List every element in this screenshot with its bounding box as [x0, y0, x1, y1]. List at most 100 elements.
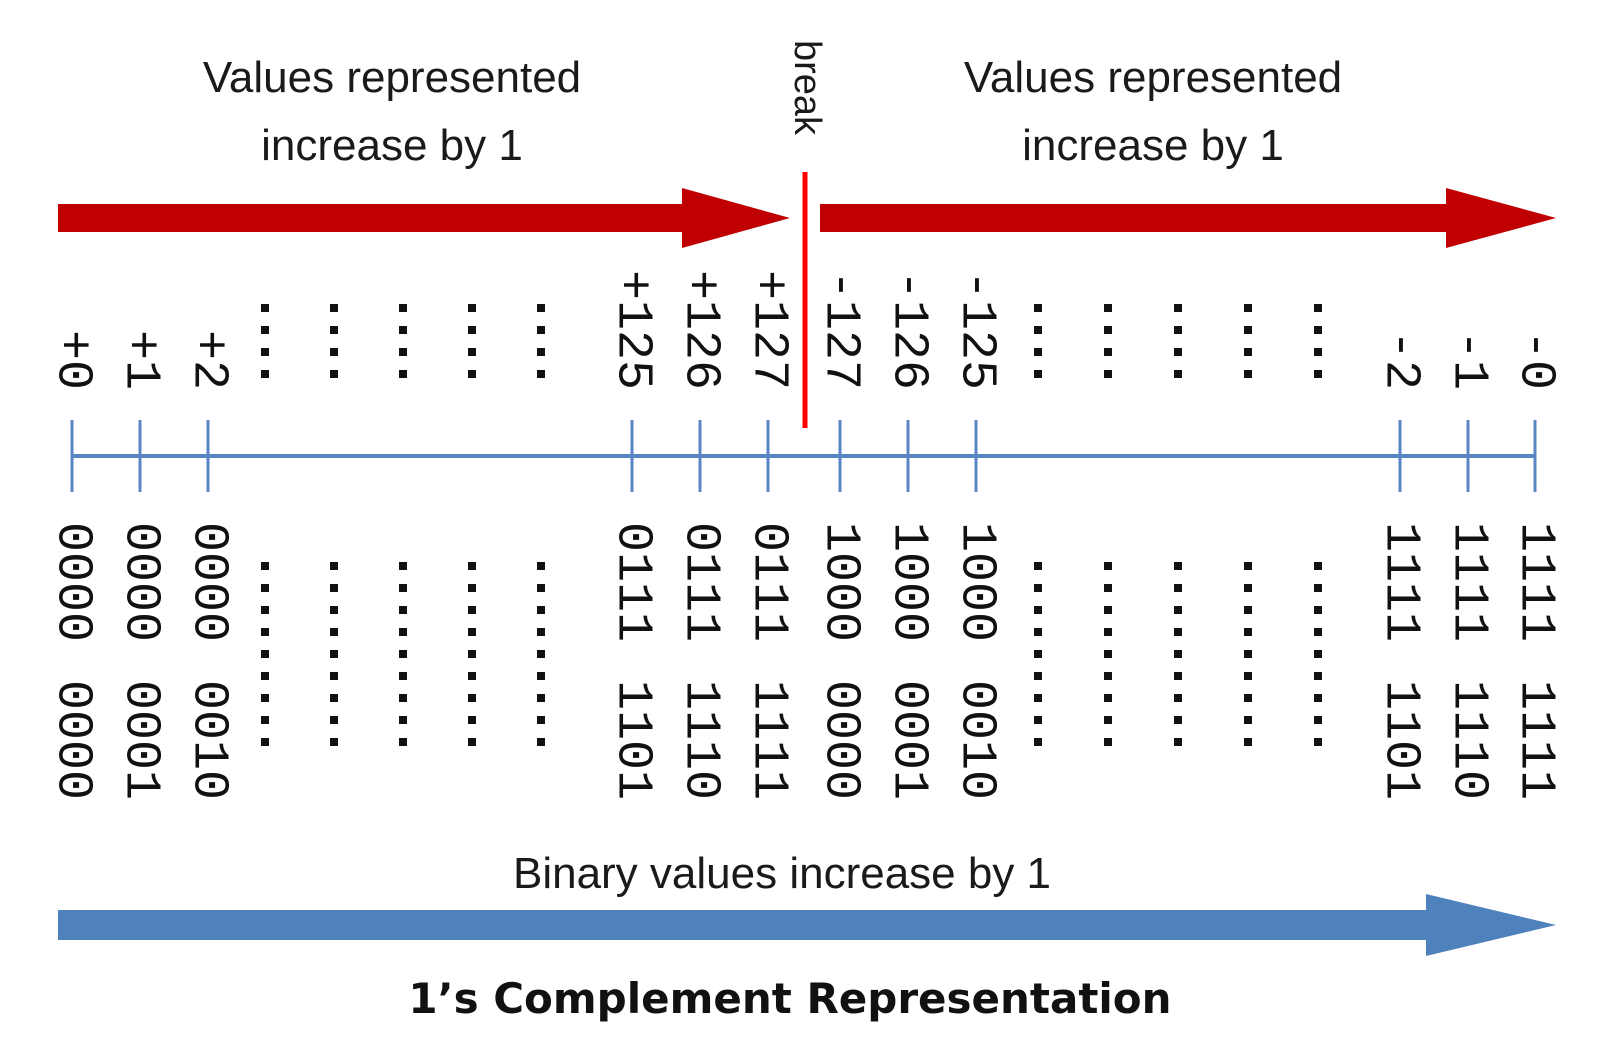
value-ellipsis — [1244, 304, 1252, 312]
binary-ellipsis — [468, 694, 476, 702]
binary-ellipsis — [1174, 562, 1182, 570]
binary-ellipsis — [537, 650, 545, 658]
value-ellipsis — [1314, 348, 1322, 356]
binary-low-nibble: 0001 — [880, 680, 937, 800]
value-ellipsis — [1104, 326, 1112, 334]
value-ellipsis — [1244, 326, 1252, 334]
decimal-value-label: -125 — [948, 270, 1005, 390]
decimal-value-labels: +0 +1 +2 +125 +126 +127 -127 -126 -125 -2 -1 -0 — [44, 270, 1564, 390]
number-line-ticks — [70, 420, 1537, 492]
decimal-value-label: -127 — [812, 270, 869, 390]
binary-ellipsis — [1174, 650, 1182, 658]
binary-ellipsis — [537, 672, 545, 680]
binary-ellipsis — [1244, 738, 1252, 746]
binary-ellipsis — [1314, 606, 1322, 614]
binary-ellipsis — [261, 716, 269, 724]
binary-ellipsis — [261, 606, 269, 614]
binary-ellipsis — [1174, 672, 1182, 680]
value-ellipsis — [1104, 370, 1112, 378]
binary-ellipsis — [1314, 716, 1322, 724]
binary-ellipsis — [468, 584, 476, 592]
binary-ellipsis — [468, 738, 476, 746]
value-ellipsis — [468, 348, 476, 356]
binary-ellipsis — [1034, 672, 1042, 680]
binary-ellipsis — [261, 584, 269, 592]
binary-value-labels: 0000000000000001000000100111110101111110… — [44, 522, 1564, 800]
binary-ellipsis — [1034, 694, 1042, 702]
value-ellipsis — [1244, 348, 1252, 356]
binary-ellipsis — [1314, 738, 1322, 746]
binary-ellipsis — [1104, 584, 1112, 592]
binary-ellipsis — [399, 650, 407, 658]
binary-high-nibble: 1000 — [812, 522, 869, 642]
value-ellipsis — [399, 304, 407, 312]
binary-ellipsis — [1034, 738, 1042, 746]
bottom-caption: Binary values increase by 1 — [513, 849, 1051, 898]
binary-ellipsis — [1314, 650, 1322, 658]
value-ellipsis — [330, 304, 338, 312]
break-label: break — [786, 40, 828, 136]
binary-ellipsis — [399, 606, 407, 614]
binary-ellipsis — [330, 650, 338, 658]
value-ellipsis — [1104, 304, 1112, 312]
binary-ellipsis — [399, 672, 407, 680]
binary-ellipsis — [1174, 716, 1182, 724]
binary-ellipsis — [468, 650, 476, 658]
binary-ellipsis — [399, 694, 407, 702]
binary-high-nibble: 1000 — [948, 522, 1005, 642]
binary-ellipsis — [537, 738, 545, 746]
value-ellipsis — [261, 370, 269, 378]
binary-ellipsis — [1104, 562, 1112, 570]
binary-high-nibble: 1111 — [1440, 522, 1497, 642]
binary-ellipsis — [1314, 628, 1322, 636]
value-ellipsis — [1104, 348, 1112, 356]
binary-ellipsis — [537, 606, 545, 614]
value-ellipsis — [399, 326, 407, 334]
binary-ellipsis — [1174, 606, 1182, 614]
value-ellipsis — [1314, 326, 1322, 334]
binary-ellipsis — [1104, 672, 1112, 680]
binary-ellipsis — [1244, 628, 1252, 636]
binary-ellipsis — [1314, 584, 1322, 592]
value-ellipsis — [468, 304, 476, 312]
binary-ellipsis — [1034, 584, 1042, 592]
binary-ellipsis — [399, 716, 407, 724]
decimal-value-label: +127 — [740, 270, 797, 390]
binary-ellipsis — [1034, 562, 1042, 570]
binary-ellipsis — [399, 628, 407, 636]
binary-low-nibble: 0000 — [812, 680, 869, 800]
binary-high-nibble: 0111 — [604, 522, 661, 642]
binary-low-nibble: 1110 — [1440, 680, 1497, 800]
top-arrow-right — [820, 188, 1556, 248]
binary-ellipsis — [399, 738, 407, 746]
binary-ellipsis — [1244, 606, 1252, 614]
value-ellipsis — [1314, 304, 1322, 312]
bottom-arrow — [58, 894, 1556, 956]
binary-ellipsis — [330, 628, 338, 636]
binary-ellipsis — [1034, 716, 1042, 724]
binary-high-nibble: 0000 — [112, 522, 169, 642]
value-ellipsis — [1244, 370, 1252, 378]
binary-ellipsis — [399, 562, 407, 570]
value-ellipsis — [1034, 370, 1042, 378]
binary-ellipsis — [1034, 628, 1042, 636]
binary-high-nibble: 0000 — [44, 522, 101, 642]
binary-ellipsis — [261, 738, 269, 746]
diagram-title: 1’s Complement Representation — [408, 974, 1171, 1023]
binary-low-nibble: 1111 — [1507, 680, 1564, 800]
binary-ellipsis — [1314, 672, 1322, 680]
binary-ellipsis — [537, 628, 545, 636]
binary-ellipsis — [537, 716, 545, 724]
value-ellipsis — [261, 326, 269, 334]
value-ellipsis — [1034, 304, 1042, 312]
binary-ellipsis — [261, 650, 269, 658]
binary-ellipsis — [1314, 562, 1322, 570]
binary-ellipsis — [1104, 694, 1112, 702]
binary-ellipsis — [261, 694, 269, 702]
binary-ellipsis — [261, 628, 269, 636]
value-ellipsis — [537, 348, 545, 356]
binary-ellipsis — [537, 584, 545, 592]
decimal-value-label: +125 — [604, 270, 661, 390]
binary-ellipsis — [1104, 716, 1112, 724]
binary-low-nibble: 0000 — [44, 680, 101, 800]
